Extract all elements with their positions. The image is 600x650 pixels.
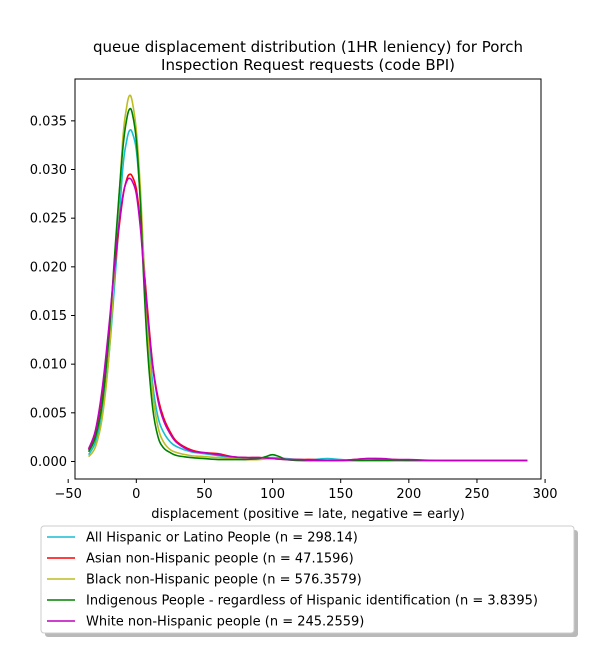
plot-frame: [74, 78, 542, 480]
chart-title-line2: Inspection Request requests (code BPI): [161, 56, 455, 74]
y-tick-label: 0.035: [30, 114, 67, 129]
y-tick-label: 0.030: [30, 163, 67, 178]
legend-box: [40, 525, 575, 634]
y-tick-label: 0.025: [30, 212, 67, 227]
x-tick-label: 300: [533, 487, 558, 502]
legend-label-5: White non-Hispanic people (n = 245.2559): [86, 615, 364, 630]
legend-items: All Hispanic or Latino People (n = 298.1…: [47, 531, 538, 630]
x-tick-label: 250: [465, 487, 490, 502]
x-axis-label: displacement (positive = late, negative …: [151, 507, 465, 522]
series-lines: [87, 94, 528, 462]
y-tick-label: 0.020: [30, 260, 67, 275]
x-tick-label: 50: [196, 487, 213, 502]
x-tick-label: 200: [396, 487, 421, 502]
axes: −50 0 50 100 150 200 250 300 0.000 0.005 0.010 0.01…: [30, 114, 558, 502]
x-tick-label: 100: [260, 487, 285, 502]
legend-label-3: Black non-Hispanic people (n = 576.3579): [86, 573, 362, 588]
y-tick-label: 0.000: [30, 455, 67, 470]
chart-title-line1: queue displacement distribution (1HR len…: [93, 38, 523, 56]
series-line-4: [87, 107, 528, 462]
x-tick-label: −50: [54, 487, 81, 502]
series-line-5: [87, 177, 528, 462]
legend-label-4: Indigenous People - regardless of Hispan…: [86, 594, 538, 609]
y-tick-label: 0.005: [30, 406, 67, 421]
x-tick-label: 150: [328, 487, 353, 502]
y-tick-label: 0.010: [30, 358, 67, 373]
x-tick-label: 0: [132, 487, 140, 502]
y-tick-label: 0.015: [30, 309, 67, 324]
legend-label-1: All Hispanic or Latino People (n = 298.1…: [86, 531, 358, 546]
legend: All Hispanic or Latino People (n = 298.1…: [40, 525, 578, 637]
legend-label-2: Asian non-Hispanic people (n = 47.1596): [86, 552, 354, 567]
